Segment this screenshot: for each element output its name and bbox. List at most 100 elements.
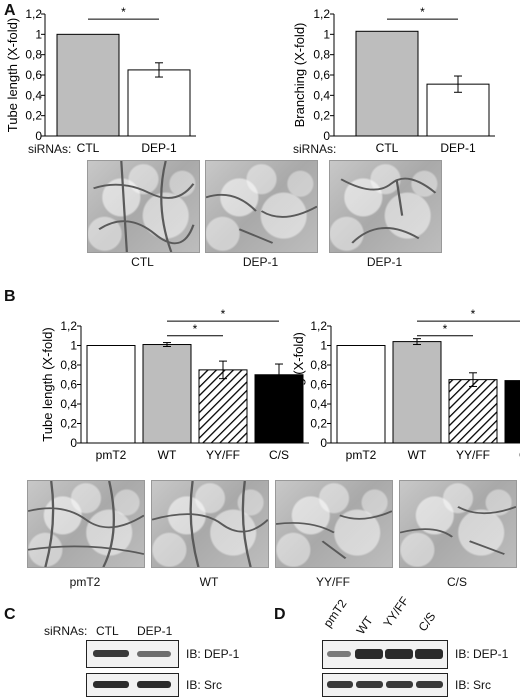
x-tick-label: WT: [158, 448, 177, 462]
x-tick-label: CTL: [77, 141, 100, 155]
band: [386, 681, 413, 688]
significance-star: *: [121, 5, 126, 19]
blot-c-lane-dep1: DEP-1: [137, 624, 173, 638]
band: [415, 649, 443, 659]
y-tick-label: 0: [70, 436, 77, 450]
blot-d-src: [322, 673, 448, 697]
y-tick-label: 1,2: [310, 319, 327, 333]
micrograph-b-yyff: [275, 480, 393, 568]
significance-star: *: [221, 307, 226, 321]
y-tick-label: 0,4: [25, 88, 42, 102]
x-tick-label: C/S: [269, 448, 289, 462]
y-axis-label: Branching (X-fold): [291, 332, 306, 437]
band: [93, 681, 129, 688]
bar-dep-1: [127, 69, 191, 137]
significance-star: *: [471, 307, 476, 321]
micrograph-label-b-3: YY/FF: [315, 575, 350, 589]
band: [416, 681, 443, 688]
bar-pmt2: [86, 345, 136, 444]
panel-label-d: D: [274, 606, 286, 623]
blot-c-dep1: [86, 640, 179, 668]
y-tick-label: 1,2: [313, 7, 330, 21]
bar-pmt2: [336, 345, 386, 444]
y-tick-label: 0,6: [25, 68, 42, 82]
bar-c-s: [504, 380, 520, 444]
band: [137, 681, 171, 688]
y-tick-label: 0,8: [313, 48, 330, 62]
y-tick-label: 1: [320, 339, 327, 353]
blot-c-label-src: IB: Src: [186, 678, 223, 692]
panel-label-b: B: [4, 288, 16, 305]
y-tick-label: 0,2: [310, 417, 327, 431]
y-tick-label: 0: [320, 436, 327, 450]
x-tick-label: YY/FF: [456, 448, 490, 462]
x-tick-label: pmT2: [96, 448, 127, 462]
x-tick-label: DEP-1: [141, 141, 177, 155]
y-tick-label: 0,8: [60, 358, 77, 372]
micrograph-b-pmt2: [27, 480, 145, 568]
bar-yy-ff: [448, 379, 498, 444]
y-tick-label: 1: [323, 27, 330, 41]
y-tick-label: 0,4: [313, 88, 330, 102]
micrograph-a-dep1-1: [205, 160, 318, 253]
micrograph-a-ctl: [87, 160, 200, 253]
micrograph-b-wt: [151, 480, 269, 568]
bar-c-s: [254, 374, 304, 444]
micrograph-label-a-3: DEP-1: [366, 255, 403, 269]
micrograph-b-cs: [399, 480, 517, 568]
bar-ctl: [355, 30, 419, 137]
panel-label-a: A: [4, 2, 16, 19]
y-tick-label: 0,2: [25, 109, 42, 123]
blot-c-header: siRNAs:: [44, 624, 88, 638]
blot-d-dep1: [322, 640, 448, 669]
bar-dep-1: [426, 83, 490, 137]
significance-star: *: [420, 5, 425, 19]
micrograph-label-b-4: C/S: [446, 575, 467, 589]
y-tick-label: 0,6: [310, 378, 327, 392]
band: [137, 651, 171, 657]
sirna-row-label-left: siRNAs:: [28, 142, 72, 156]
micrograph-label-b-1: pmT2: [69, 575, 101, 589]
blot-c-src: [86, 673, 179, 697]
x-tick-label: DEP-1: [440, 141, 476, 155]
x-tick-label: WT: [408, 448, 427, 462]
band: [327, 681, 353, 688]
blot-c-lane-ctl: CTL: [96, 624, 119, 638]
y-tick-label: 0: [323, 129, 330, 143]
bar-ctl: [56, 33, 120, 137]
y-tick-label: 0,2: [313, 109, 330, 123]
panel-label-c: C: [4, 606, 16, 623]
band: [355, 649, 383, 659]
x-tick-label: C/S: [519, 448, 520, 462]
micrograph-label-a-1: CTL: [131, 255, 154, 269]
micrograph-a-dep1-2: [329, 160, 442, 253]
band: [385, 649, 413, 659]
significance-star: *: [193, 322, 198, 336]
y-axis-label: Branching (X-fold): [292, 23, 307, 128]
y-tick-label: 0: [35, 129, 42, 143]
band: [327, 651, 351, 657]
blot-d-label-dep1: IB: DEP-1: [455, 647, 509, 661]
y-tick-label: 1,2: [25, 7, 42, 21]
micrograph-label-b-2: WT: [199, 575, 219, 589]
y-tick-label: 0,6: [313, 68, 330, 82]
y-tick-label: 0,2: [60, 417, 77, 431]
y-tick-label: 1: [70, 339, 77, 353]
bar-wt: [142, 344, 192, 444]
band: [93, 650, 129, 657]
y-tick-label: 0,8: [25, 48, 42, 62]
significance-star: *: [443, 322, 448, 336]
bar-yy-ff: [198, 369, 248, 444]
blot-d-label-src: IB: Src: [455, 678, 492, 692]
sirna-row-label-right: siRNAs:: [293, 142, 337, 156]
x-tick-label: YY/FF: [206, 448, 240, 462]
y-tick-label: 0,4: [310, 397, 327, 411]
y-axis-label: Tube length (X-fold): [5, 18, 20, 132]
x-tick-label: pmT2: [346, 448, 377, 462]
blot-c-label-dep1: IB: DEP-1: [186, 647, 240, 661]
micrograph-label-a-2: DEP-1: [242, 255, 279, 269]
band: [356, 681, 383, 688]
y-tick-label: 0,6: [60, 378, 77, 392]
